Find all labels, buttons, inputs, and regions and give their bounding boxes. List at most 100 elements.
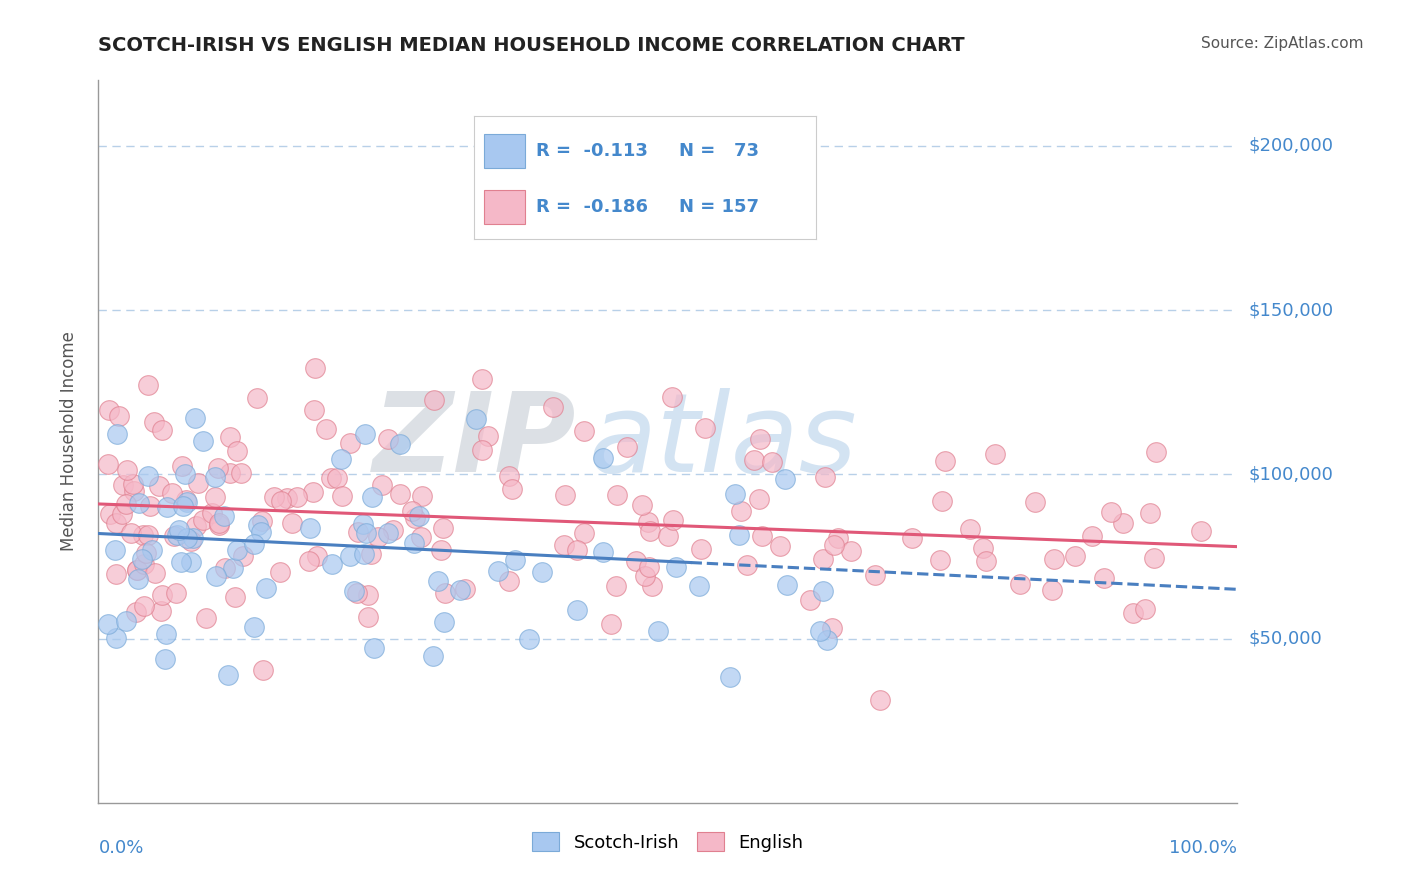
Point xyxy=(401,504,423,518)
Point xyxy=(298,554,321,568)
Point xyxy=(361,490,384,504)
Point xyxy=(195,611,218,625)
Point xyxy=(128,496,150,510)
Text: 100.0%: 100.0% xyxy=(1170,838,1237,857)
Point xyxy=(381,523,404,537)
Point xyxy=(498,468,520,483)
Point xyxy=(121,477,143,491)
Point xyxy=(974,554,997,568)
Text: ZIP: ZIP xyxy=(373,388,576,495)
Point xyxy=(815,632,838,647)
Point xyxy=(357,588,380,602)
Point xyxy=(813,552,835,566)
Point xyxy=(360,547,382,561)
Point xyxy=(181,531,204,545)
Point xyxy=(231,549,253,563)
Point xyxy=(749,433,772,447)
Point xyxy=(347,524,370,539)
Point xyxy=(808,624,831,638)
Point xyxy=(799,593,821,607)
Point xyxy=(640,524,662,538)
Point xyxy=(616,440,638,454)
Point xyxy=(411,489,433,503)
Point xyxy=(115,614,138,628)
Point xyxy=(404,511,426,525)
Point xyxy=(231,467,253,481)
Point xyxy=(1189,524,1212,539)
Point xyxy=(204,470,226,484)
Point xyxy=(1099,505,1122,519)
Point xyxy=(180,555,202,569)
Point xyxy=(599,616,621,631)
Point xyxy=(1122,606,1144,620)
Point xyxy=(751,529,773,543)
Point xyxy=(342,583,364,598)
Point xyxy=(1040,582,1063,597)
Point xyxy=(357,609,380,624)
Point xyxy=(1143,551,1166,566)
Point xyxy=(165,585,187,599)
Point xyxy=(150,603,173,617)
Point xyxy=(225,443,247,458)
Point xyxy=(136,528,159,542)
Point xyxy=(132,528,155,542)
Point xyxy=(115,462,138,476)
Point xyxy=(370,478,392,492)
Point xyxy=(823,538,845,552)
Point xyxy=(486,565,509,579)
Point xyxy=(427,574,450,589)
Point xyxy=(464,412,486,426)
Point xyxy=(567,602,589,616)
Point xyxy=(934,453,956,467)
Point xyxy=(572,526,595,541)
Point xyxy=(517,632,540,647)
Point xyxy=(773,472,796,486)
Point xyxy=(503,553,526,567)
Point xyxy=(208,516,231,531)
Point xyxy=(172,499,194,513)
Point xyxy=(138,468,160,483)
Point xyxy=(127,572,149,586)
Point xyxy=(863,567,886,582)
Point xyxy=(377,432,399,446)
Point xyxy=(363,640,385,655)
Point xyxy=(984,447,1007,461)
Point xyxy=(219,430,242,444)
Point xyxy=(212,508,235,523)
Point xyxy=(769,539,792,553)
Text: 0.0%: 0.0% xyxy=(98,838,143,857)
Point xyxy=(353,547,375,561)
Point xyxy=(207,461,229,475)
Point xyxy=(104,542,127,557)
Point xyxy=(377,525,399,540)
Point xyxy=(422,649,444,664)
Point xyxy=(187,476,209,491)
Point xyxy=(339,436,361,450)
Point xyxy=(553,538,575,552)
Point xyxy=(104,566,127,581)
Point xyxy=(125,606,148,620)
Point xyxy=(718,670,741,684)
Point xyxy=(315,422,337,436)
Point xyxy=(814,470,837,484)
Point xyxy=(205,569,228,583)
Legend: Scotch-Irish, English: Scotch-Irish, English xyxy=(524,825,811,859)
Point xyxy=(114,497,136,511)
Point xyxy=(869,693,891,707)
Point xyxy=(567,543,589,558)
Point xyxy=(346,586,368,600)
Point xyxy=(105,516,128,530)
Point xyxy=(167,523,190,537)
Text: $50,000: $50,000 xyxy=(1249,630,1322,648)
Point xyxy=(176,493,198,508)
Point xyxy=(634,568,657,582)
Point xyxy=(125,563,148,577)
Point xyxy=(592,545,614,559)
Point xyxy=(243,620,266,634)
Point xyxy=(252,514,274,528)
Point xyxy=(356,525,378,540)
Point xyxy=(304,360,326,375)
Point xyxy=(434,586,457,600)
Point xyxy=(661,390,683,404)
Point xyxy=(641,579,664,593)
